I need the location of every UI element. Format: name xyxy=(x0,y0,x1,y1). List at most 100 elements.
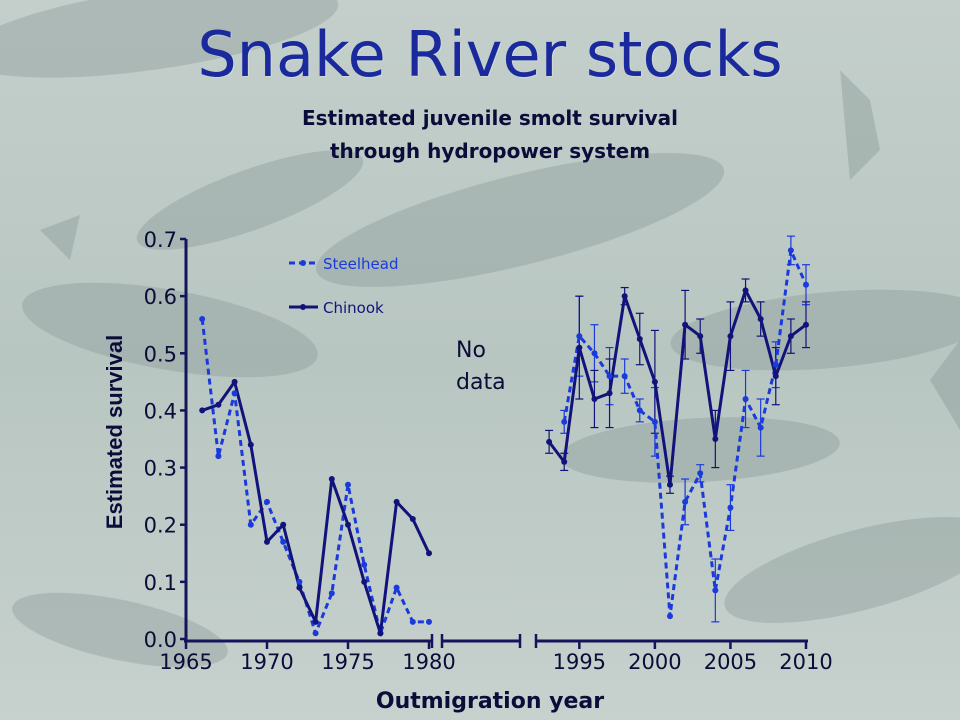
x-tick-label: 2010 xyxy=(779,650,832,674)
steelhead-point xyxy=(803,281,809,288)
y-tick-label: 0.0 xyxy=(144,628,177,652)
chinook-point xyxy=(712,436,719,442)
y-tick-label: 0.1 xyxy=(144,571,177,595)
steelhead-point xyxy=(591,350,598,357)
chinook-point xyxy=(199,407,206,414)
y-ticks: 0.0 0.1 0.2 0.3 0.4 0.5 0.6 0.7 xyxy=(144,228,186,652)
slide-title: Snake River stocks xyxy=(197,18,783,91)
chinook-point xyxy=(651,378,658,385)
x-tick-label: 1965 xyxy=(159,650,212,674)
y-axis-label: Estimated survival xyxy=(102,335,127,529)
chinook-point xyxy=(591,396,598,402)
steelhead-point xyxy=(361,561,368,568)
y-tick-label: 0.7 xyxy=(144,228,177,252)
steelhead-point xyxy=(296,578,303,585)
chart-axes xyxy=(184,239,808,648)
chinook-point xyxy=(280,521,287,528)
x-axis-label: Outmigration year xyxy=(376,689,604,714)
steelhead-point xyxy=(772,361,779,368)
x-tick-label: 2005 xyxy=(704,650,757,674)
chinook-point xyxy=(361,578,368,585)
chinook-point xyxy=(757,316,764,322)
chinook-point xyxy=(727,333,734,340)
chinook-point xyxy=(697,333,704,340)
steelhead-point xyxy=(621,373,628,380)
x-tick-label: 2000 xyxy=(628,650,681,674)
chinook-point xyxy=(682,321,689,328)
steelhead-point xyxy=(742,396,749,402)
legend-steelhead-label: Steelhead xyxy=(323,255,398,273)
x-tick-label: 1980 xyxy=(402,650,455,674)
x-tick-label: 1995 xyxy=(553,650,606,674)
chinook-point xyxy=(409,516,416,522)
chinook-point xyxy=(247,441,254,448)
no-data-annotation-line-2: data xyxy=(456,370,506,395)
no-data-annotation-line-1: No xyxy=(456,338,486,363)
steelhead-point xyxy=(264,498,270,505)
chinook-line xyxy=(201,380,431,635)
steelhead-point xyxy=(787,247,794,254)
series-points xyxy=(199,247,809,637)
steelhead-point xyxy=(199,316,206,322)
chinook-point xyxy=(345,521,351,528)
steelhead-point xyxy=(426,618,432,625)
x-tick-label: 1970 xyxy=(240,650,293,674)
legend: Steelhead Chinook xyxy=(289,255,398,317)
steelhead-point xyxy=(247,521,254,528)
steelhead-point xyxy=(606,373,613,380)
chinook-point xyxy=(426,550,432,557)
chart-title-line-1: Estimated juvenile smolt survival xyxy=(301,106,679,130)
chinook-point xyxy=(772,373,779,380)
chinook-point xyxy=(636,336,643,342)
chinook-point xyxy=(393,498,400,505)
legend-chinook-label: Chinook xyxy=(323,299,384,317)
chinook-point xyxy=(803,321,809,328)
chinook-line xyxy=(547,288,807,487)
steelhead-point xyxy=(727,504,734,511)
chinook-point xyxy=(328,476,335,482)
steelhead-point xyxy=(280,538,287,545)
x-tick-label: 1975 xyxy=(321,650,374,674)
steelhead-point xyxy=(409,618,416,625)
steelhead-point xyxy=(393,584,400,591)
y-tick-label: 0.5 xyxy=(144,342,177,366)
x-ticks: 1965 1970 1975 1980 1995 2000 2005 2010 xyxy=(159,641,833,674)
steelhead-point xyxy=(231,390,238,397)
steelhead-point xyxy=(697,470,704,477)
steelhead-point xyxy=(757,424,764,431)
chinook-point xyxy=(231,378,238,385)
steelhead-point xyxy=(651,418,658,425)
chinook-point xyxy=(576,344,583,351)
y-tick-label: 0.3 xyxy=(144,457,177,481)
chinook-point xyxy=(561,458,568,465)
y-tick-label: 0.2 xyxy=(144,514,177,538)
chinook-point xyxy=(742,287,749,294)
steelhead-point xyxy=(345,481,351,488)
steelhead-point xyxy=(682,498,689,505)
steelhead-point xyxy=(561,418,568,425)
chinook-point xyxy=(621,293,628,300)
y-tick-label: 0.6 xyxy=(144,285,177,309)
steelhead-point xyxy=(667,613,673,620)
error-bars xyxy=(545,235,810,623)
chinook-point xyxy=(296,584,303,591)
steelhead-point xyxy=(215,453,222,460)
steelhead-point xyxy=(576,333,583,340)
chinook-point xyxy=(667,481,673,488)
steelhead-point xyxy=(328,590,335,597)
chinook-point xyxy=(215,401,222,408)
legend-steelhead-marker xyxy=(300,260,306,266)
legend-chinook-marker xyxy=(300,304,306,310)
y-tick-label: 0.4 xyxy=(144,399,177,423)
chinook-point xyxy=(377,630,384,637)
steelhead-point xyxy=(636,407,643,414)
chart-title-line-2: through hydropower system xyxy=(329,139,651,163)
steelhead-point xyxy=(712,587,719,594)
chinook-point xyxy=(546,438,553,445)
chinook-point xyxy=(264,538,270,545)
chinook-point xyxy=(606,390,613,397)
chinook-point xyxy=(312,618,319,625)
steelhead-point xyxy=(312,630,319,637)
